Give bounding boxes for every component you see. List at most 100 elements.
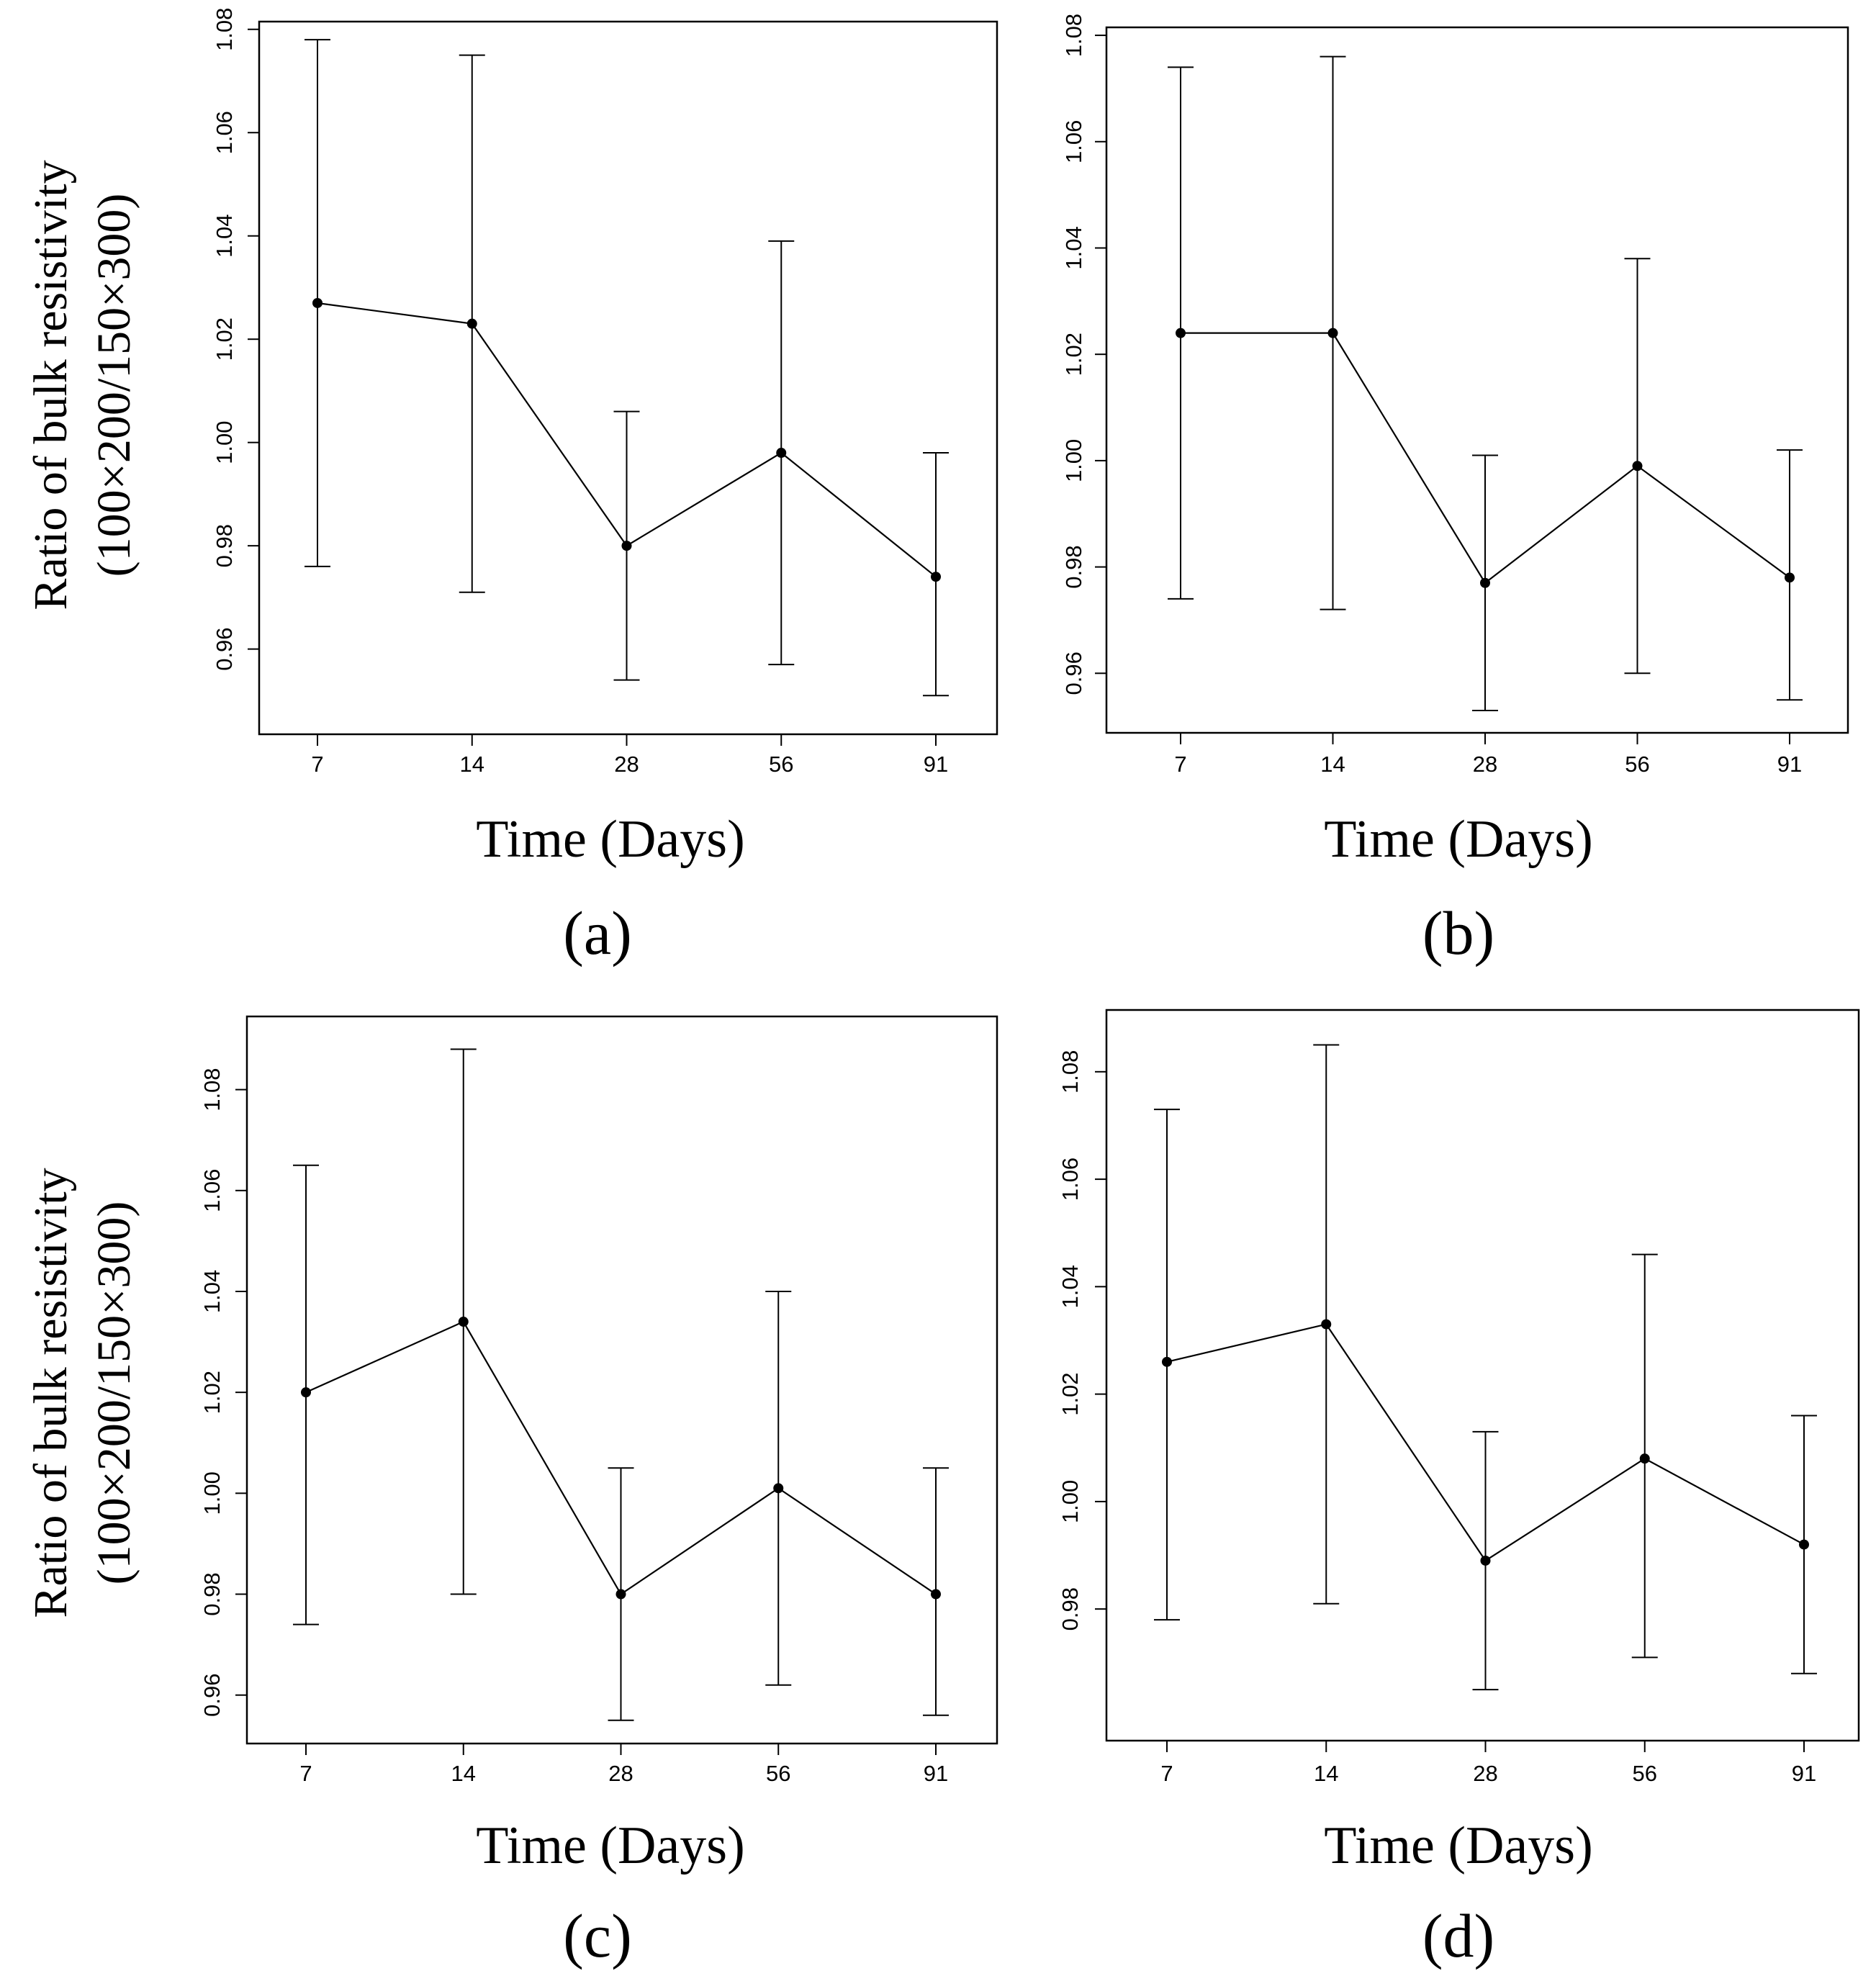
y-tick-label: 1.02 bbox=[1057, 1372, 1083, 1415]
x-axis-title: Time (Days) bbox=[1324, 810, 1592, 869]
y-tick-label: 1.04 bbox=[1061, 226, 1086, 269]
y-tick-label: 1.02 bbox=[212, 317, 237, 361]
data-point bbox=[931, 1589, 941, 1600]
y-tick-label: 0.98 bbox=[212, 524, 237, 567]
x-tick-label: 14 bbox=[1320, 752, 1345, 777]
y-tick-label: 1.02 bbox=[1061, 333, 1086, 376]
x-tick-label: 7 bbox=[1174, 752, 1186, 777]
panel-d: 0.98 1.00 1.02 1.04 1.06 1.08 7 14 28 56 91 Time … bbox=[1057, 1009, 1860, 1970]
x-tick-label: 91 bbox=[924, 1761, 948, 1786]
plot-frame bbox=[1105, 1009, 1860, 1742]
data-point bbox=[776, 448, 787, 459]
y-tick-label: 0.96 bbox=[1061, 651, 1086, 695]
data-series bbox=[293, 1048, 949, 1721]
x-tick-label: 56 bbox=[1625, 752, 1649, 777]
data-series bbox=[1168, 55, 1803, 711]
data-point bbox=[1785, 572, 1795, 583]
y-tick-label: 1.00 bbox=[1057, 1480, 1083, 1523]
data-series bbox=[305, 39, 949, 697]
x-tick-label: 28 bbox=[1473, 752, 1497, 777]
x-tick-label: 14 bbox=[460, 752, 484, 777]
data-point bbox=[1162, 1356, 1172, 1367]
y-tick-label: 0.96 bbox=[212, 627, 237, 670]
x-tick-label: 28 bbox=[608, 1761, 633, 1786]
data-point bbox=[1480, 1555, 1491, 1566]
data-point bbox=[301, 1387, 311, 1398]
plot-frame bbox=[258, 20, 998, 736]
y-tick-label: 1.04 bbox=[212, 215, 237, 258]
data-point bbox=[773, 1483, 784, 1494]
y-tick-label: 1.08 bbox=[1057, 1050, 1083, 1093]
data-point bbox=[621, 541, 632, 551]
plot-frame bbox=[1105, 26, 1849, 734]
y-tick-label: 1.06 bbox=[199, 1169, 225, 1212]
x-axis-title: Time (Days) bbox=[1324, 1816, 1592, 1875]
y-tick-label: 1.08 bbox=[199, 1068, 225, 1111]
data-point bbox=[466, 318, 477, 329]
x-axis: 7 14 28 56 91 bbox=[311, 734, 948, 777]
y-axis-title-bottom: Ratio of bulk resistivity (100×200/150×3… bbox=[24, 1168, 140, 1618]
y-tick-label: 0.98 bbox=[1057, 1587, 1083, 1631]
panel-label: (b) bbox=[1422, 898, 1494, 968]
y-axis-title-top-line1: Ratio of bulk resistivity bbox=[24, 160, 77, 610]
y-axis: 0.96 0.98 1.00 1.02 1.04 1.06 1.08 bbox=[212, 8, 259, 671]
x-tick-label: 14 bbox=[451, 1761, 476, 1786]
x-axis-title: Time (Days) bbox=[476, 1816, 744, 1875]
data-point bbox=[1176, 328, 1186, 338]
y-tick-label: 0.98 bbox=[1061, 545, 1086, 588]
y-tick-label: 1.06 bbox=[1057, 1158, 1083, 1201]
data-point bbox=[1480, 577, 1490, 588]
x-tick-label: 56 bbox=[1633, 1761, 1657, 1786]
y-tick-label: 0.98 bbox=[199, 1572, 225, 1615]
y-axis-title-bottom-line1: Ratio of bulk resistivity bbox=[24, 1168, 77, 1618]
y-axis: 0.96 0.98 1.00 1.02 1.04 1.06 1.08 bbox=[1061, 14, 1106, 695]
data-point bbox=[1327, 328, 1338, 338]
panel-c: 0.96 0.98 1.00 1.02 1.04 1.06 1.08 7 14 28 56 91 T… bbox=[199, 1015, 998, 1970]
x-tick-label: 28 bbox=[614, 752, 639, 777]
y-tick-label: 1.00 bbox=[1061, 439, 1086, 482]
data-point bbox=[458, 1317, 469, 1327]
x-tick-label: 91 bbox=[1792, 1761, 1816, 1786]
plot-frame bbox=[245, 1015, 998, 1745]
x-tick-label: 56 bbox=[766, 1761, 790, 1786]
y-tick-label: 1.06 bbox=[1061, 120, 1086, 163]
y-tick-label: 0.96 bbox=[199, 1674, 225, 1717]
x-tick-label: 14 bbox=[1314, 1761, 1338, 1786]
y-tick-label: 1.08 bbox=[212, 8, 237, 51]
y-axis: 0.96 0.98 1.00 1.02 1.04 1.06 1.08 bbox=[199, 1068, 247, 1717]
panel-label: (a) bbox=[563, 898, 631, 968]
y-tick-label: 1.00 bbox=[212, 421, 237, 464]
panel-label: (c) bbox=[563, 1901, 631, 1970]
x-tick-label: 7 bbox=[1160, 1761, 1173, 1786]
y-axis: 0.98 1.00 1.02 1.04 1.06 1.08 bbox=[1057, 1050, 1106, 1631]
y-tick-label: 1.06 bbox=[212, 111, 237, 154]
x-tick-label: 28 bbox=[1473, 1761, 1497, 1786]
data-point bbox=[1632, 461, 1643, 472]
x-tick-label: 7 bbox=[311, 752, 323, 777]
y-tick-label: 1.08 bbox=[1061, 14, 1086, 57]
x-axis-title: Time (Days) bbox=[476, 810, 744, 869]
panel-a: 0.96 0.98 1.00 1.02 1.04 1.06 1.08 7 14 28 56 91 T… bbox=[212, 8, 998, 968]
x-tick-label: 91 bbox=[924, 752, 948, 777]
x-tick-label: 56 bbox=[769, 752, 793, 777]
data-point bbox=[1799, 1539, 1809, 1550]
y-axis-title-top-line2: (100×200/150×300) bbox=[88, 194, 140, 577]
x-axis: 7 14 28 56 91 bbox=[1160, 1741, 1816, 1786]
y-tick-label: 1.04 bbox=[1057, 1265, 1083, 1308]
data-series bbox=[1154, 1044, 1817, 1691]
y-tick-label: 1.04 bbox=[199, 1270, 225, 1313]
data-point bbox=[1639, 1453, 1650, 1464]
panel-label: (d) bbox=[1422, 1901, 1494, 1970]
x-tick-label: 7 bbox=[299, 1761, 312, 1786]
x-axis: 7 14 28 56 91 bbox=[299, 1744, 948, 1786]
data-point bbox=[931, 572, 941, 582]
y-tick-label: 1.00 bbox=[199, 1471, 225, 1515]
data-point bbox=[1321, 1319, 1332, 1330]
data-point bbox=[615, 1589, 626, 1600]
y-tick-label: 1.02 bbox=[199, 1371, 225, 1414]
y-axis-title-bottom-line2: (100×200/150×300) bbox=[88, 1201, 140, 1585]
x-tick-label: 91 bbox=[1777, 752, 1802, 777]
x-axis: 7 14 28 56 91 bbox=[1174, 733, 1802, 777]
data-point bbox=[312, 297, 323, 308]
